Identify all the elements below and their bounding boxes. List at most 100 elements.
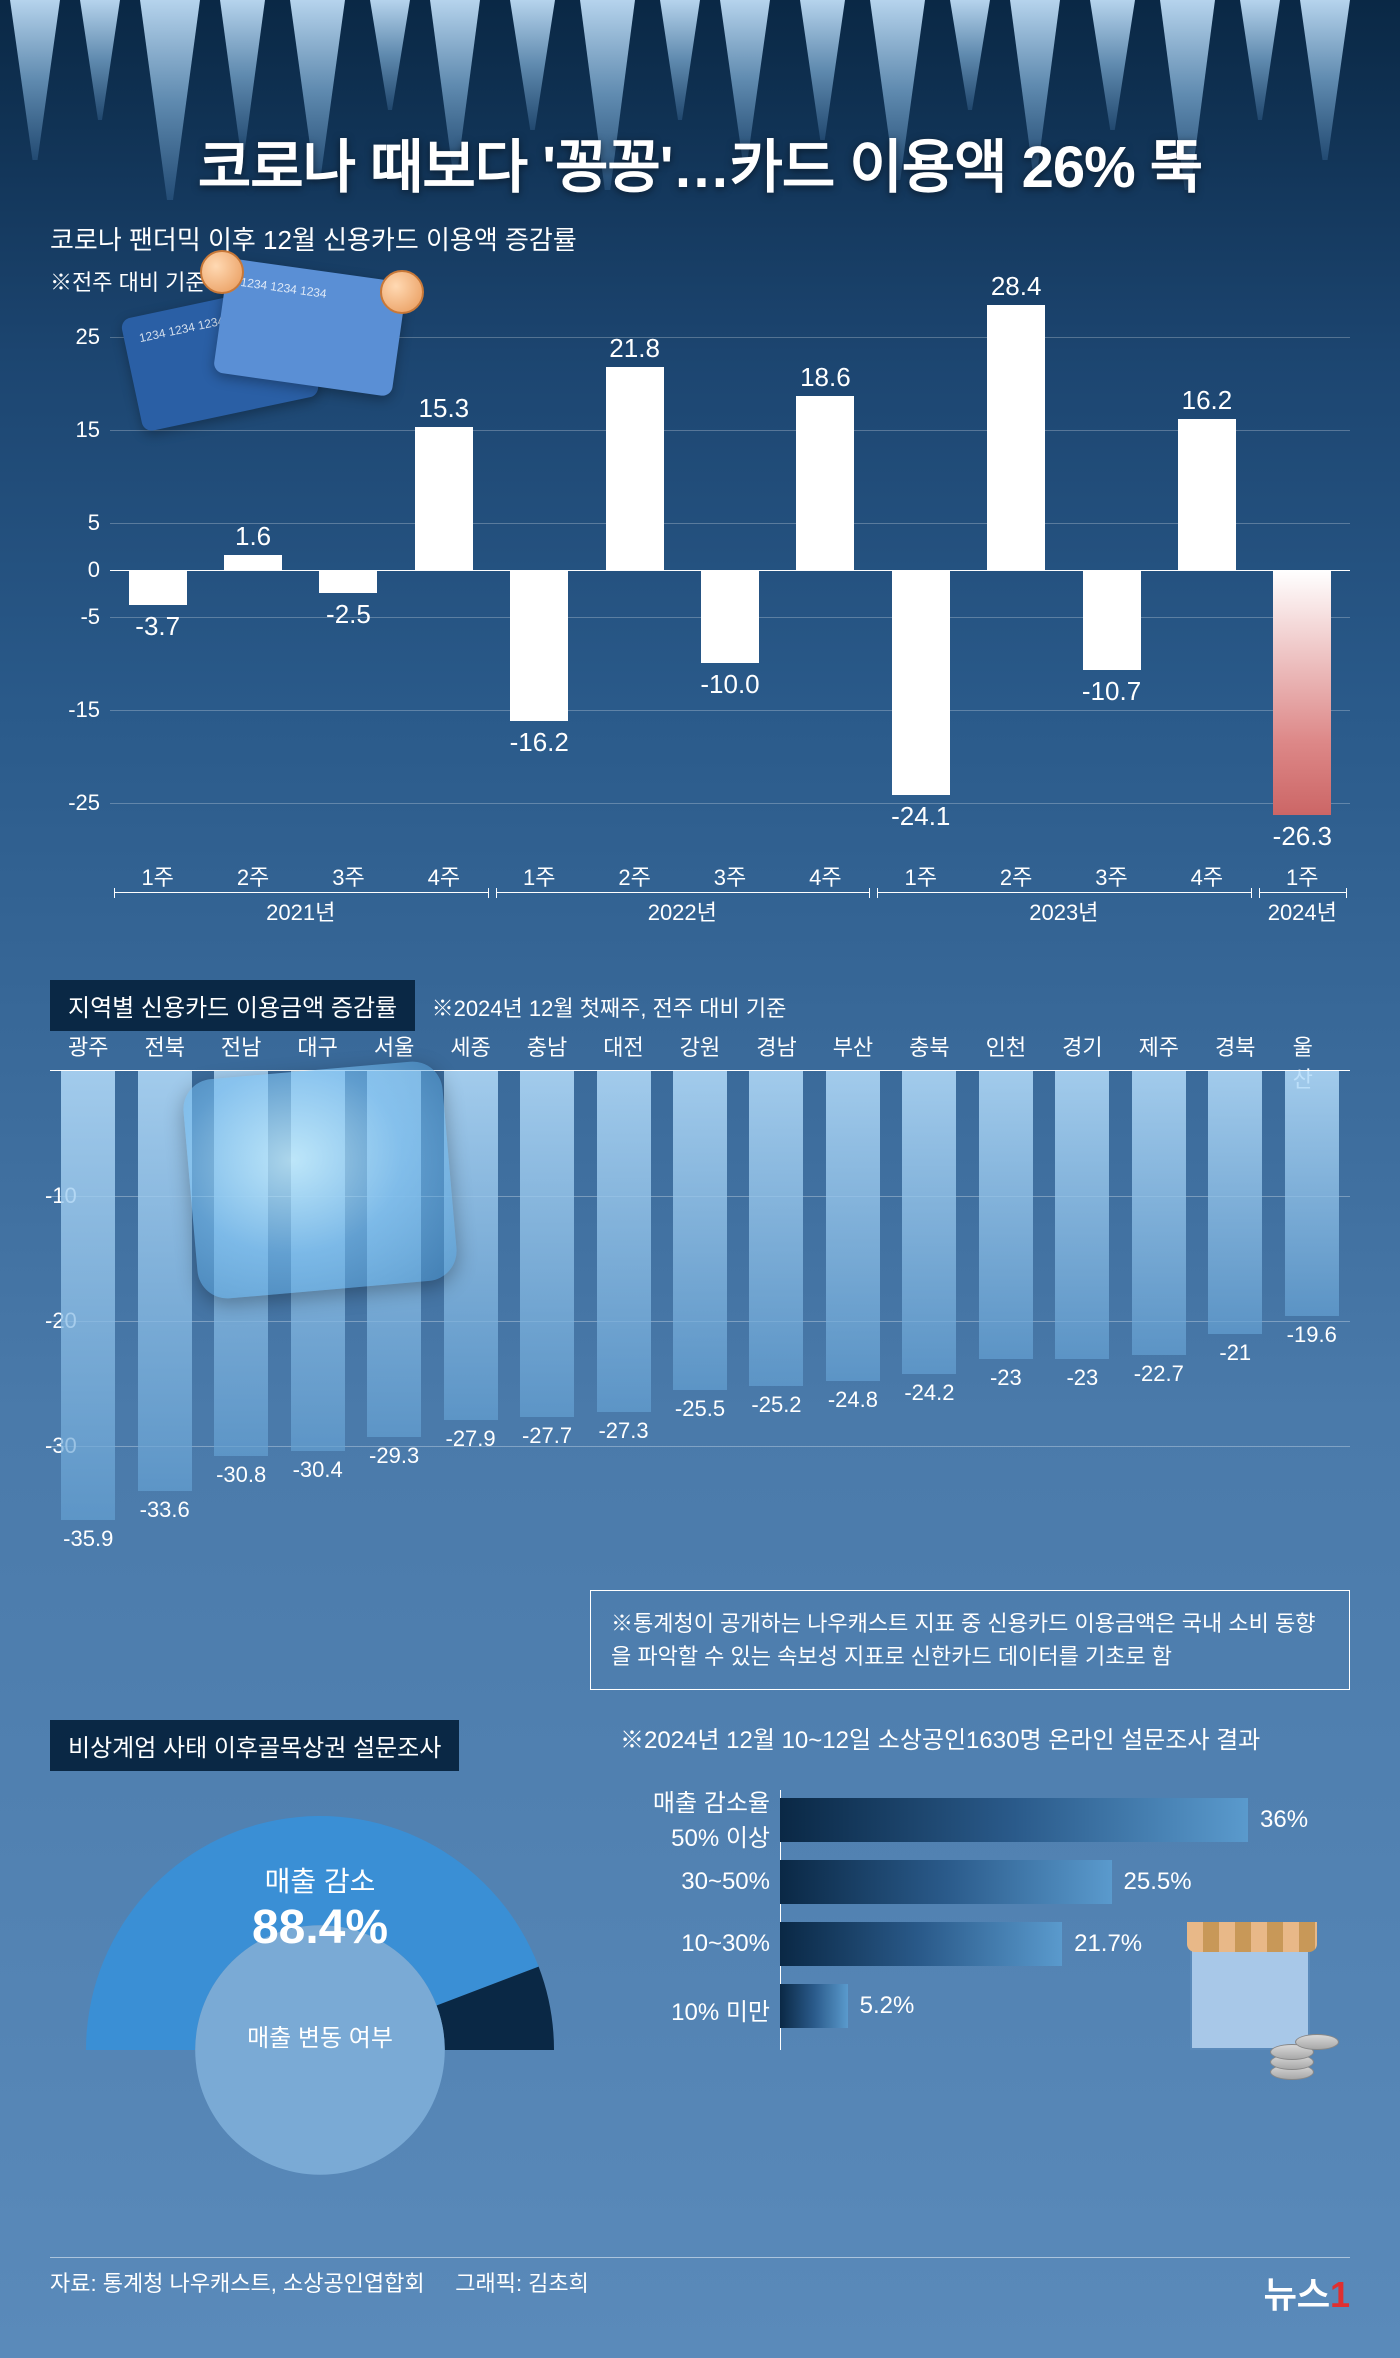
- y-tick-label: 5: [55, 510, 100, 536]
- credit-cards-illustration: 1234 1234 1234 1234 1234 1234: [130, 260, 410, 440]
- region-label: 부산: [833, 1030, 873, 1062]
- region-bar: [597, 1071, 651, 1412]
- bar-value-label: 18.6: [775, 362, 875, 393]
- x-week-label: 4주: [428, 860, 460, 892]
- region-bar-value: -19.6: [1272, 1322, 1352, 1348]
- bar-value-label: 1.6: [203, 521, 303, 552]
- bar-value-label: -2.5: [298, 599, 398, 630]
- donut-chart-sales-decline: 매출 감소 88.4% 매출 변동 여부: [60, 1790, 580, 2080]
- gridline: [110, 803, 1350, 804]
- hbar: [780, 1984, 848, 2028]
- region-bar: [520, 1071, 574, 1417]
- survey-subtitle: ※2024년 12월 10~12일 소상공인1630명 온라인 설문조사 결과: [620, 1720, 1260, 1755]
- coin-icon: [380, 270, 424, 314]
- region-label: 세종: [450, 1030, 490, 1062]
- year-label: 2021년: [110, 895, 492, 927]
- footer-divider: [50, 2257, 1350, 2258]
- bar: [1083, 570, 1141, 670]
- x-week-label: 2주: [1000, 860, 1032, 892]
- source-text: 자료: 통계청 나우캐스트, 소상공인엽합회: [50, 2271, 425, 2296]
- region-label: 인천: [986, 1030, 1026, 1062]
- y-tick-label: 15: [55, 417, 100, 443]
- hbar-category-label: 30~50%: [610, 1868, 770, 1896]
- region-bar-value: -24.2: [889, 1380, 969, 1406]
- bar-value-label: -3.7: [108, 611, 208, 642]
- hbar-category-label: 10% 미만: [610, 1992, 770, 2027]
- x-week-label: 1주: [905, 860, 937, 892]
- hbar: [780, 1860, 1112, 1904]
- region-label: 강원: [680, 1030, 720, 1062]
- hbar-value-label: 21.7%: [1074, 1930, 1142, 1958]
- region-label: 대구: [297, 1030, 337, 1062]
- bar-value-label: 28.4: [966, 271, 1066, 302]
- bar: [701, 570, 759, 663]
- x-week-label: 4주: [1191, 860, 1223, 892]
- page-headline: 코로나 때보다 '꽁꽁'…카드 이용액 26% 뚝: [0, 120, 1400, 204]
- page-footer: 자료: 통계청 나우캐스트, 소상공인엽합회 그래픽: 김초희 뉴스1: [50, 2266, 1350, 2318]
- bar: [129, 570, 187, 605]
- year-bracket: [1259, 892, 1346, 893]
- bar-value-label: 16.2: [1157, 385, 1257, 416]
- region-bar-value: -27.9: [431, 1426, 511, 1452]
- hbar-value-label: 5.2%: [860, 1992, 915, 2020]
- frozen-cards-illustration: [190, 1070, 490, 1330]
- x-week-label: 2주: [618, 860, 650, 892]
- region-label: 경남: [756, 1030, 796, 1062]
- year-bracket: [114, 892, 488, 893]
- bar-value-label: -10.7: [1062, 676, 1162, 707]
- hbar-head-label: 매출 감소율: [610, 1790, 770, 1819]
- bar: [987, 305, 1045, 570]
- region-bar-value: -23: [1042, 1365, 1122, 1391]
- year-bracket: [877, 892, 1251, 893]
- x-week-label: 1주: [523, 860, 555, 892]
- donut-sub-label: 매출 변동 여부: [60, 2018, 580, 2053]
- region-bar: [673, 1071, 727, 1390]
- bar-value-label: 21.8: [585, 333, 685, 364]
- region-label: 광주: [68, 1030, 108, 1062]
- region-label: 대전: [603, 1030, 643, 1062]
- bar-value-label: -10.0: [680, 669, 780, 700]
- year-label: 2023년: [873, 895, 1255, 927]
- region-bar: [138, 1071, 192, 1491]
- region-bar: [979, 1071, 1033, 1359]
- x-week-label: 3주: [332, 860, 364, 892]
- region-bar-value: -30.4: [278, 1457, 358, 1483]
- chart2-title: 지역별 신용카드 이용금액 증감률: [50, 980, 415, 1031]
- bar: [415, 427, 473, 570]
- year-bracket: [496, 892, 870, 893]
- chart2-subtitle: ※2024년 12월 첫째주, 전주 대비 기준: [432, 991, 787, 1023]
- hbar: [780, 1798, 1248, 1842]
- region-label: 충북: [909, 1030, 949, 1062]
- hbar-category-label: 10~30%: [610, 1930, 770, 1958]
- shop-illustration: [1180, 1930, 1330, 2080]
- region-label: 제주: [1139, 1030, 1179, 1062]
- y-tick-label: -25: [55, 790, 100, 816]
- hbar-category-label: 50% 이상: [610, 1818, 770, 1853]
- hbar: [780, 1922, 1062, 1966]
- region-bar: [1285, 1071, 1339, 1316]
- gridline: [110, 710, 1350, 711]
- bar: [1178, 419, 1236, 570]
- bar: [1273, 570, 1331, 815]
- bar-value-label: -16.2: [489, 727, 589, 758]
- chart1-title: 코로나 팬더믹 이후 12월 신용카드 이용액 증감률: [50, 220, 1350, 257]
- region-bar: [1208, 1071, 1262, 1334]
- bar: [319, 570, 377, 593]
- region-bar-value: -22.7: [1119, 1361, 1199, 1387]
- ice-block-icon: [181, 1059, 459, 1301]
- bar: [606, 367, 664, 570]
- donut-main-label: 매출 감소: [60, 1860, 580, 1900]
- year-label: 2022년: [492, 895, 874, 927]
- region-bar-value: -30.8: [201, 1462, 281, 1488]
- graphic-credit: 그래픽: 김초희: [455, 2271, 589, 2296]
- region-bar: [1055, 1071, 1109, 1359]
- region-label: 충남: [527, 1030, 567, 1062]
- region-bar-value: -35.9: [48, 1526, 128, 1552]
- footer-source: 자료: 통계청 나우캐스트, 소상공인엽합회 그래픽: 김초희: [50, 2266, 589, 2298]
- coins-stack-icon: [1270, 2025, 1340, 2080]
- region-bar-value: -23: [966, 1365, 1046, 1391]
- brand-one: 1: [1330, 2274, 1350, 2315]
- region-label: 경기: [1062, 1030, 1102, 1062]
- y-tick-label: -15: [55, 697, 100, 723]
- region-bar-value: -29.3: [354, 1443, 434, 1469]
